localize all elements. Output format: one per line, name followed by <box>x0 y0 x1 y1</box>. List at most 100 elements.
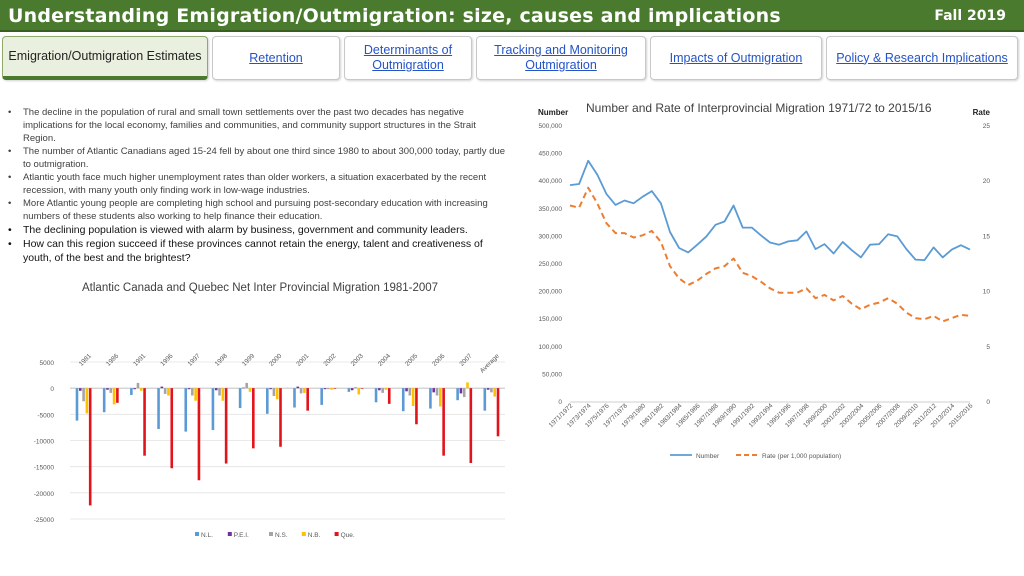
legend-label: Number <box>696 453 720 460</box>
bar <box>333 388 337 389</box>
tab-retention[interactable]: Retention <box>212 36 340 80</box>
bar <box>496 388 500 437</box>
y-tick-label-left: 250,000 <box>539 261 563 268</box>
bar <box>75 388 79 421</box>
bar <box>272 388 276 397</box>
bar <box>381 388 384 393</box>
legend-label: P.E.I. <box>234 532 249 539</box>
bar <box>384 388 388 390</box>
bar <box>374 388 378 403</box>
bar <box>130 388 133 395</box>
bar <box>136 382 140 389</box>
header-bar: Understanding Emigration/Outmigration: s… <box>0 0 1024 32</box>
bar <box>187 388 191 390</box>
x-tick-label: 2000 <box>268 352 283 367</box>
bar <box>401 388 405 412</box>
page-title: Understanding Emigration/Outmigration: s… <box>8 5 781 27</box>
tab-impacts[interactable]: Impacts of Outmigration <box>650 36 822 80</box>
y-tick-label: -5000 <box>37 412 54 419</box>
x-tick-label: 1986 <box>105 352 120 367</box>
legend-label: N.L. <box>201 532 213 539</box>
legend-swatch <box>195 532 199 536</box>
x-tick-label: 2007 <box>458 352 473 367</box>
bar <box>330 388 333 390</box>
bar <box>221 388 225 401</box>
bullet-item: How can this region succeed if these pro… <box>8 237 508 265</box>
bar <box>435 388 439 396</box>
y-tick-label-right: 15 <box>983 233 991 240</box>
legend-swatch <box>227 532 232 536</box>
bar <box>306 388 309 411</box>
y-tick-label: -20000 <box>34 491 55 498</box>
legend-swatch <box>334 532 339 536</box>
bar <box>133 388 136 390</box>
y-axis-label-right: Rate <box>973 108 991 117</box>
x-tick-label: 2002 <box>323 352 338 367</box>
number-series-line <box>569 159 971 262</box>
x-tick-label: 2003 <box>350 352 365 367</box>
y-tick-label-left: 400,000 <box>539 178 563 185</box>
bar <box>387 388 391 404</box>
bullet-item: The decline in the population of rural a… <box>8 106 508 145</box>
bar <box>483 388 487 411</box>
bar <box>456 388 459 401</box>
bar <box>109 388 113 393</box>
bar <box>143 388 146 456</box>
bar <box>275 388 279 400</box>
bar <box>248 388 252 392</box>
bar <box>170 388 174 469</box>
bar <box>163 388 167 394</box>
bar <box>160 386 164 389</box>
bar <box>466 382 469 389</box>
tab-emigration-estimates[interactable]: Emigration/Outmigration Estimates <box>2 36 208 80</box>
bar <box>415 388 418 425</box>
y-tick-label-right: 10 <box>983 289 991 296</box>
bar <box>429 388 432 409</box>
bar <box>350 388 354 391</box>
bar-chart-title: Atlantic Canada and Quebec Net Inter Pro… <box>82 282 439 294</box>
bar <box>411 388 415 406</box>
y-tick-label-right: 20 <box>983 178 991 185</box>
bar <box>191 388 194 396</box>
y-tick-label-left: 350,000 <box>539 206 563 213</box>
bar <box>211 388 215 431</box>
x-tick-label: 1998 <box>214 352 229 367</box>
bar <box>299 388 303 394</box>
x-tick-label: Average <box>479 352 501 374</box>
term-label: Fall 2019 <box>934 8 1006 24</box>
bar <box>184 388 188 432</box>
bar <box>347 388 351 392</box>
y-tick-label-left: 50,000 <box>542 371 562 378</box>
tab-tracking-monitoring[interactable]: Tracking and Monitoring Outmigration <box>476 36 646 80</box>
bar <box>405 388 408 392</box>
tab-policy-research[interactable]: Policy & Research Implications <box>826 36 1018 80</box>
legend-label: N.S. <box>275 532 288 539</box>
bar <box>357 388 361 395</box>
bar <box>82 388 85 402</box>
bar <box>167 388 170 396</box>
x-tick-label: 2004 <box>377 352 392 367</box>
bar <box>323 388 327 390</box>
x-tick-label: 1991 <box>132 352 147 367</box>
bar <box>442 388 445 456</box>
line-chart-title: Number and Rate of Interprovincial Migra… <box>586 101 932 115</box>
x-tick-label: 2005 <box>404 352 419 367</box>
bullet-list: The decline in the population of rural a… <box>8 106 508 265</box>
tab-determinants[interactable]: Determinants of Outmigration <box>344 36 472 80</box>
y-tick-label-left: 150,000 <box>539 316 563 323</box>
bar <box>218 388 221 396</box>
bar <box>360 388 364 389</box>
bar <box>293 388 296 408</box>
bar <box>279 388 282 447</box>
bar <box>408 388 412 396</box>
bar <box>214 388 218 391</box>
bar <box>486 388 490 390</box>
x-tick-label: 1997 <box>187 352 202 367</box>
bar <box>354 387 357 389</box>
bar <box>116 388 119 403</box>
rate-series-line <box>569 186 971 323</box>
y-tick-label-right: 25 <box>983 123 991 130</box>
bullet-item: The declining population is viewed with … <box>8 223 508 237</box>
y-tick-label-left: 0 <box>558 399 562 406</box>
bar <box>242 387 245 389</box>
